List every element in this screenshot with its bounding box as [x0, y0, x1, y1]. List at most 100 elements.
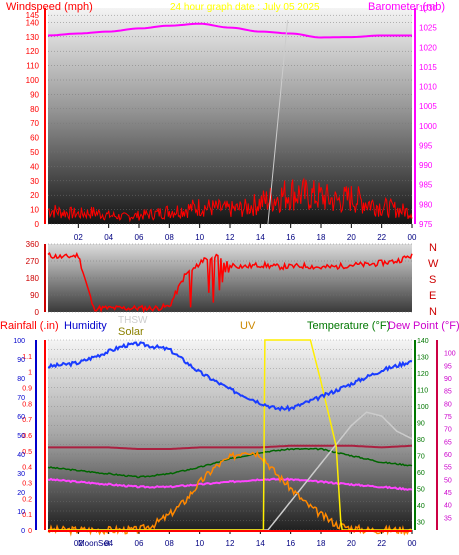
wind-x-tick-label: 14	[256, 233, 265, 242]
temperature-tick-label: 110	[417, 388, 428, 395]
windspeed-tick-label: 90	[30, 90, 39, 99]
humidity-tick-label: 50	[17, 433, 25, 440]
temperature-tick-label: 40	[417, 503, 425, 510]
graph-date-label: 24 hour graph date : July 05 2025	[170, 2, 320, 13]
wind-gust-trace	[267, 19, 289, 225]
compass-e: E	[429, 290, 436, 302]
barometer-tick-label: 985	[419, 181, 433, 190]
weather-x-tick-label: 22	[377, 539, 386, 548]
uv-label: UV	[240, 320, 256, 332]
temperature-tick-label: 60	[417, 470, 425, 477]
compass-s: S	[429, 274, 436, 286]
dewpoint-tick-label: 80	[444, 401, 452, 408]
wind-x-tick-label: 02	[74, 233, 83, 242]
humidity-axis-title: Humidity	[64, 320, 107, 332]
wind-x-tick-label: 18	[317, 233, 326, 242]
rainfall-tick-label: 1	[28, 370, 32, 377]
wind-x-tick-label: 10	[195, 233, 204, 242]
temperature-upper-series-line	[48, 444, 413, 450]
rainfall-tick-label: 0.5	[22, 449, 32, 456]
dewpoint-series-line	[47, 477, 413, 491]
windspeed-tick-label: 70	[30, 119, 39, 128]
windspeed-tick-label: 120	[26, 47, 40, 56]
uv-series-line	[48, 339, 412, 531]
humidity-tick-label: 20	[17, 490, 25, 497]
temperature-tick-label: 80	[417, 437, 425, 444]
direction-tick-label: 180	[26, 274, 40, 283]
wind-x-tick-label: 06	[135, 233, 144, 242]
rainfall-tick-label: 0.8	[22, 401, 32, 408]
windspeed-tick-label: 80	[30, 105, 39, 114]
dewpoint-tick-label: 40	[444, 503, 452, 510]
temperature-tick-label: 100	[417, 404, 429, 411]
temperature-series-line	[47, 447, 413, 479]
barometer-series-line	[47, 22, 412, 39]
windspeed-tick-label: 30	[30, 177, 39, 186]
barometer-tick-label: 995	[419, 141, 433, 150]
barometer-tick-label: 1025	[419, 24, 437, 33]
barometer-tick-label: 1020	[419, 43, 437, 52]
windspeed-axis-title: Windspeed (mph)	[6, 1, 93, 13]
humidity-series-line	[47, 341, 413, 413]
weather-x-tick-label: 08	[165, 539, 174, 548]
barometer-tick-label: 990	[419, 161, 433, 170]
direction-tick-label: 0	[35, 308, 40, 317]
weather-x-tick-label: 10	[195, 539, 204, 548]
solar-label: Solar	[118, 326, 144, 338]
barometer-tick-label: 1000	[419, 122, 437, 131]
humidity-tick-label: 10	[17, 509, 25, 516]
wind-x-tick-label: 22	[377, 233, 386, 242]
weather-x-tick-label: 12	[226, 539, 235, 548]
rainfall-tick-label: 0.2	[22, 496, 32, 503]
temperature-axis-title: Temperature (°F)	[307, 320, 390, 332]
temperature-tick-label: 70	[417, 454, 425, 461]
humidity-tick-label: 40	[17, 452, 25, 459]
temperature-tick-label: 130	[417, 355, 429, 362]
dewpoint-tick-label: 85	[444, 389, 452, 396]
rainfall-tick-label: 1.1	[22, 354, 32, 361]
humidity-tick-label: 70	[17, 395, 25, 402]
wind-x-tick-label: 12	[226, 233, 235, 242]
dewpoint-tick-label: 95	[444, 363, 452, 370]
weather-x-tick-label: 00	[408, 539, 417, 548]
rainfall-tick-label: 0.4	[22, 465, 32, 472]
windspeed-tick-label: 10	[30, 206, 39, 215]
wind-x-tick-label: 16	[286, 233, 295, 242]
weather-x-tick-label: 16	[286, 539, 295, 548]
wind-plot-area	[48, 8, 412, 224]
temperature-tick-label: 90	[417, 421, 425, 428]
rainfall-tick-label: 0.1	[22, 512, 32, 519]
weather-x-tick-label: 14	[256, 539, 265, 548]
temperature-tick-label: 50	[417, 487, 425, 494]
windspeed-tick-label: 145	[26, 11, 40, 20]
humidity-tick-label: 80	[17, 376, 25, 383]
rainfall-tick-label: 0.9	[22, 386, 32, 393]
barometer-tick-label: 1015	[419, 63, 437, 72]
dewpoint-tick-label: 100	[444, 351, 456, 358]
dewpoint-tick-label: 55	[444, 465, 452, 472]
wind-x-tick-label: 00	[408, 233, 417, 242]
barometer-tick-label: 1005	[419, 102, 437, 111]
barometer-tick-label: 1010	[419, 83, 437, 92]
dewpoint-tick-label: 45	[444, 490, 452, 497]
weather-x-tick-label: 18	[317, 539, 326, 548]
windspeed-tick-label: 130	[26, 33, 40, 42]
wind-x-tick-label: 04	[104, 233, 113, 242]
rainfall-tick-label: 0.7	[22, 417, 32, 424]
humidity-tick-label: 90	[17, 357, 25, 364]
temperature-tick-label: 30	[417, 520, 425, 527]
rainfall-axis-title: Rainfall (.in)	[0, 320, 59, 332]
moonset-label: MoonSet	[78, 539, 111, 548]
temperature-tick-label: 120	[417, 371, 429, 378]
rainfall-tick-label: 0.3	[22, 481, 32, 488]
rainfall-tick-label: 0.6	[22, 433, 32, 440]
dewpoint-tick-label: 70	[444, 427, 452, 434]
weather-x-tick-label: 20	[347, 539, 356, 548]
temperature-tick-label: 140	[417, 338, 429, 345]
windspeed-tick-label: 110	[26, 62, 39, 71]
weather-x-tick-label: 02	[74, 539, 83, 548]
windspeed-series-line	[47, 177, 413, 223]
windspeed-tick-label: 40	[30, 162, 39, 171]
dewpoint-tick-label: 75	[444, 414, 452, 421]
